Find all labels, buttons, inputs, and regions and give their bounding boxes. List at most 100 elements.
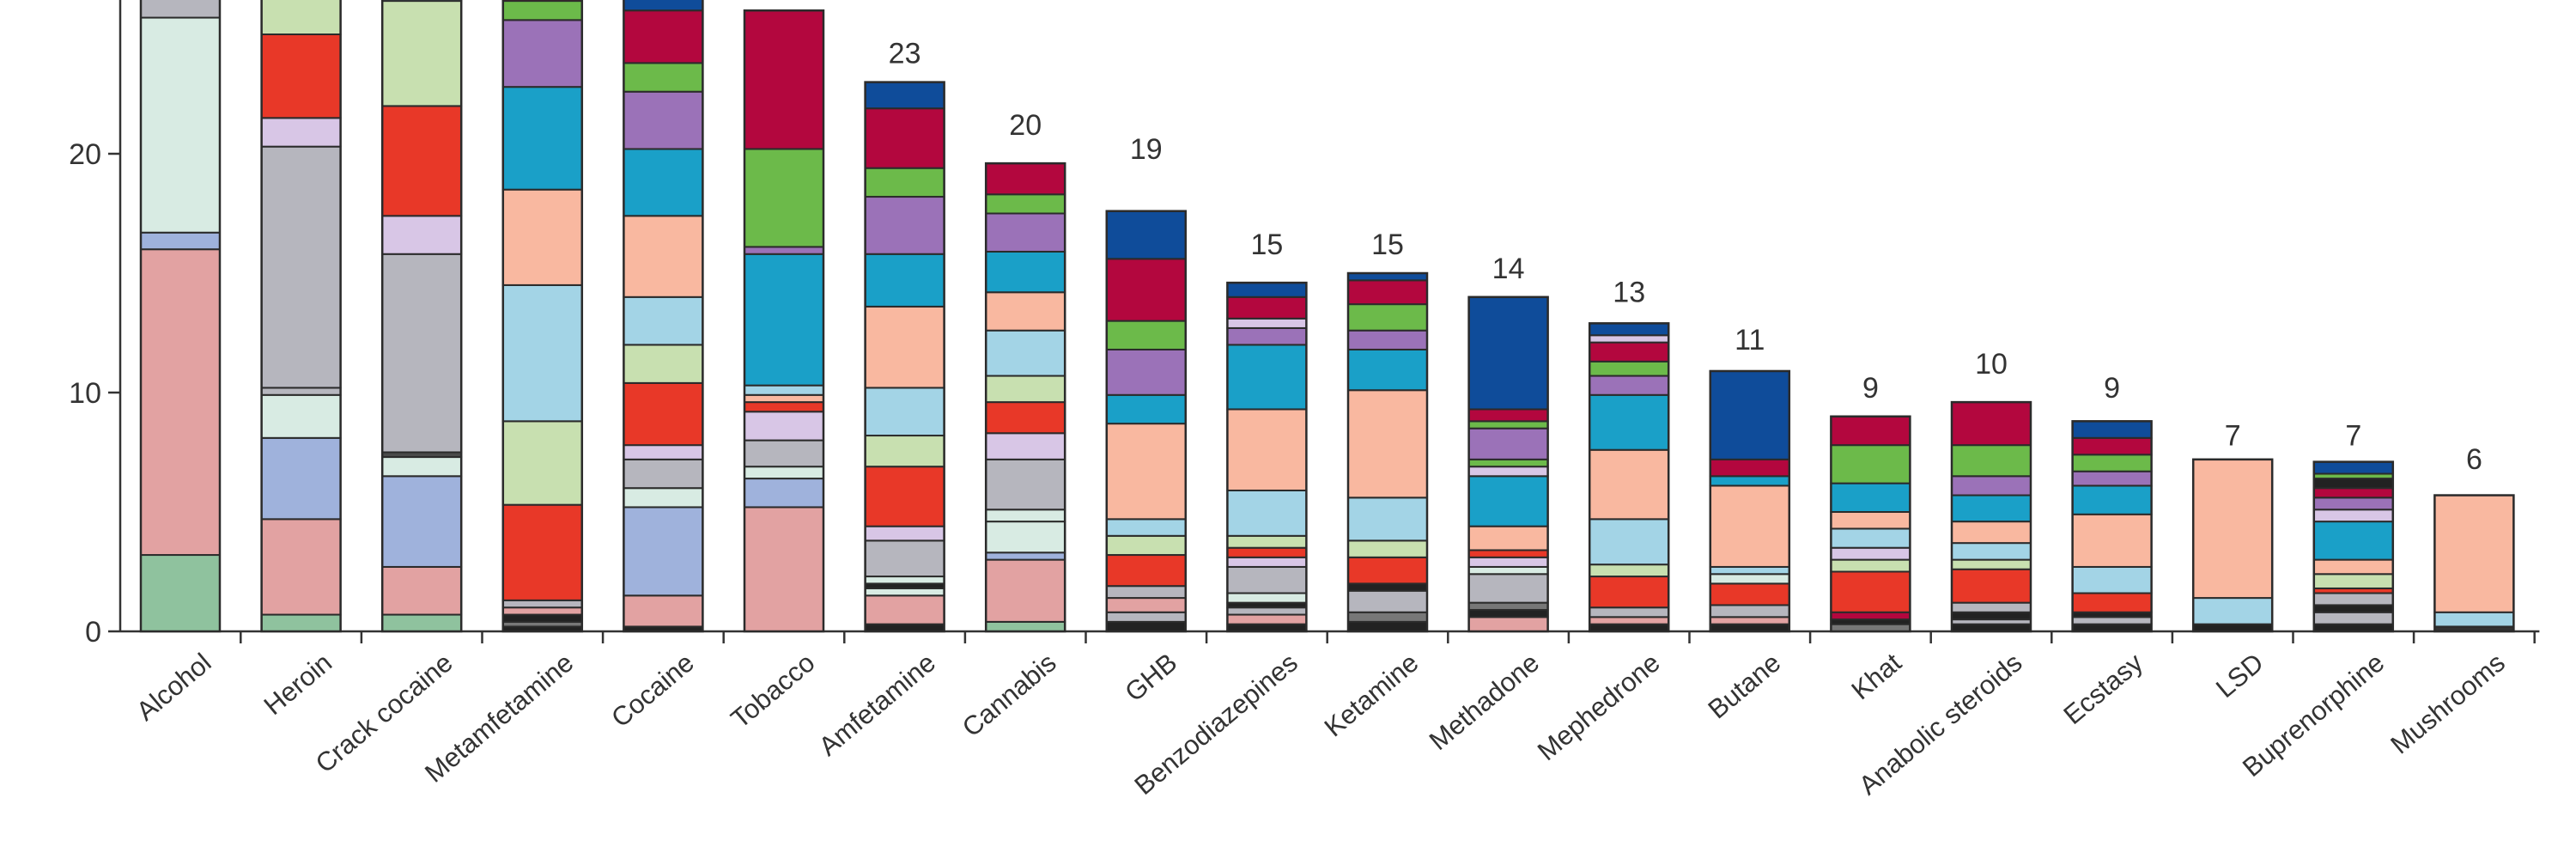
bar-segment xyxy=(1951,542,2032,561)
bar-segment xyxy=(1347,279,1428,306)
bar-total-label: 7 xyxy=(2225,419,2241,452)
bar-segment xyxy=(1347,348,1428,392)
bar-segment xyxy=(501,606,583,616)
category-label: Amfetamine xyxy=(813,648,941,762)
bar-segment xyxy=(1226,592,1308,604)
bar-segment xyxy=(864,107,945,169)
bar-segment xyxy=(985,401,1066,435)
bar-segment xyxy=(1589,564,1670,578)
bar-cannabis xyxy=(984,161,1066,633)
bar-segment xyxy=(1830,546,1911,561)
bar-segment xyxy=(2312,478,2394,490)
bar-outline xyxy=(623,0,704,633)
bar-segment xyxy=(744,246,824,255)
bar-ketamine xyxy=(1346,271,1429,633)
bar-outline xyxy=(864,81,945,633)
bar-total-label: 15 xyxy=(1250,228,1283,261)
bar-outline xyxy=(1226,281,1308,633)
bar-segment xyxy=(1347,329,1428,350)
bar-segment xyxy=(1589,334,1670,344)
bar-segment xyxy=(744,439,824,468)
bar-segment xyxy=(744,384,824,396)
bar-segment xyxy=(744,506,824,632)
bar-heroin xyxy=(260,0,342,633)
bar-segment xyxy=(864,305,945,389)
bar-segment xyxy=(1830,623,1911,632)
bar-segment xyxy=(623,148,704,217)
bar-segment xyxy=(744,393,824,404)
bar-segment xyxy=(1951,568,2032,604)
y-tick-label: 20 xyxy=(69,138,101,171)
bar-segment xyxy=(2071,484,2153,515)
bar-segment xyxy=(1709,616,1790,625)
bar-cocaine xyxy=(623,0,704,633)
bar-segment xyxy=(381,253,463,454)
bar-segment xyxy=(381,105,463,217)
bar-segment xyxy=(623,62,704,93)
bar-total-label: 15 xyxy=(1371,228,1404,261)
bar-segment xyxy=(501,599,583,609)
bar-total-label: 9 xyxy=(1862,372,1879,405)
bar-segment xyxy=(260,393,342,439)
bar-total-label: 13 xyxy=(1613,277,1645,309)
bar-segment xyxy=(1467,458,1549,468)
bar-segment xyxy=(985,558,1066,623)
bar-total-label: 23 xyxy=(889,38,921,70)
bar-segment xyxy=(1105,585,1187,600)
bar-segment xyxy=(1830,415,1911,447)
bar-segment xyxy=(2071,616,2153,625)
bar-segment xyxy=(260,117,342,148)
bar-outline xyxy=(2312,460,2395,633)
bar-segment xyxy=(864,539,945,578)
bar-segment xyxy=(2192,623,2274,632)
bar-segment xyxy=(744,401,824,413)
bar-segment xyxy=(2312,487,2394,499)
bar-metamfetamine xyxy=(501,0,584,633)
bar-segment xyxy=(864,594,945,625)
bar-segment xyxy=(1951,601,2032,613)
bar-outline xyxy=(139,0,222,633)
bar-segment xyxy=(2192,597,2274,625)
bar-segment xyxy=(2071,565,2153,594)
bar-segment xyxy=(1347,272,1428,282)
bar-outline xyxy=(2191,458,2274,633)
bar-segment xyxy=(1226,565,1308,594)
bar-amfetamine xyxy=(864,81,945,633)
y-tick-label: 10 xyxy=(69,377,101,410)
category-label: GHB xyxy=(1119,648,1182,708)
bar-mushrooms xyxy=(2433,494,2515,633)
bar-segment xyxy=(2071,436,2153,456)
bar-total-label: 19 xyxy=(1130,133,1163,166)
bar-segment xyxy=(1467,565,1549,576)
bar-segment xyxy=(864,196,945,255)
bar-segment xyxy=(2071,513,2153,568)
bar-alcohol xyxy=(139,0,222,633)
bar-segment xyxy=(1951,444,2032,478)
bar-segment xyxy=(1709,369,1790,460)
bar-segment xyxy=(744,253,824,387)
bar-segment xyxy=(985,509,1066,523)
bar-segment xyxy=(623,506,704,597)
bar-segment xyxy=(985,162,1066,196)
bar-segment xyxy=(985,212,1066,253)
bar-segment xyxy=(1589,576,1670,609)
bar-segment xyxy=(2433,494,2515,613)
bar-segment xyxy=(140,0,221,19)
bar-tobacco xyxy=(743,9,825,633)
bar-segment xyxy=(1589,616,1670,625)
bar-segment xyxy=(260,145,342,389)
bar-segment xyxy=(501,0,583,21)
bar-segment xyxy=(1226,489,1308,537)
bar-segment xyxy=(260,0,342,36)
bar-outline xyxy=(260,0,342,633)
bar-segment xyxy=(1226,534,1308,549)
bar-total-label: 11 xyxy=(1735,324,1765,356)
bar-segment xyxy=(1951,401,2032,447)
bar-outline xyxy=(501,0,584,633)
bar-segment xyxy=(1830,570,1911,613)
bar-outline xyxy=(2433,494,2515,633)
bar-outline xyxy=(2071,420,2153,633)
bar-segment xyxy=(1105,210,1187,260)
bar-segment xyxy=(985,250,1066,294)
